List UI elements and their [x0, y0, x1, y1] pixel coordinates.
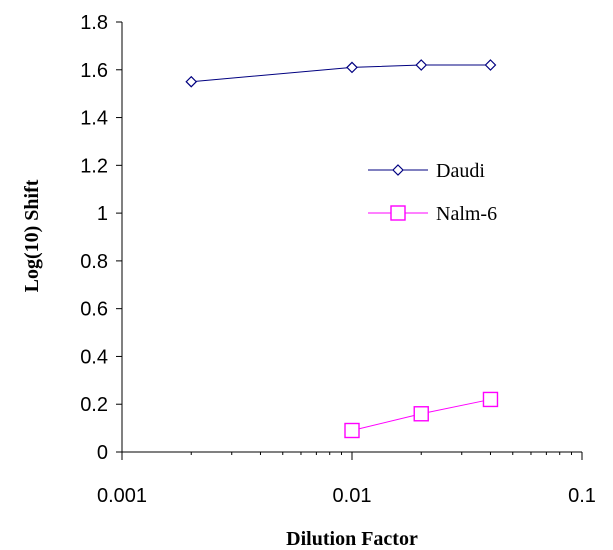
series-layer: [185, 59, 499, 439]
y-tick-label: 1.2: [80, 155, 108, 177]
y-tick-label: 1: [97, 203, 108, 225]
y-tick-label: 1.4: [80, 108, 108, 130]
y-tick-label: 0.2: [80, 394, 108, 416]
y-tick-label: 0.4: [80, 346, 108, 368]
data-point-square: [413, 406, 429, 422]
y-tick-label: 1.6: [80, 60, 108, 82]
y-tick-label: 1.8: [80, 12, 108, 34]
data-point-square: [482, 391, 499, 408]
data-point-diamond: [415, 59, 428, 71]
y-axis-title: Log(10) Shift: [21, 179, 43, 292]
y-tick-label: 0: [97, 442, 108, 464]
data-point-square: [344, 422, 360, 439]
data-point-diamond: [484, 59, 497, 71]
data-point-diamond: [346, 61, 358, 74]
x-tick-label: 0.01: [333, 485, 372, 507]
legend-item-nalm6: Nalm-6: [368, 203, 497, 225]
series-line-daudi: [191, 64, 491, 83]
data-point-diamond: [185, 75, 198, 88]
x-tick-label: 0.001: [97, 485, 147, 507]
legend: Daudi Nalm-6: [368, 160, 497, 225]
legend-label-nalm6: Nalm-6: [436, 203, 497, 225]
y-tick-label: 0.6: [80, 299, 108, 321]
ticks: 0 0.2 0.4 0.6 0.8 1 1.2 1.4 1.6 1.8 0.001 0.01 0.1: [80, 12, 596, 507]
x-tick-label: 0.1: [568, 485, 596, 507]
legend-label-daudi: Daudi: [436, 160, 485, 182]
x-axis-title: Dilution Factor: [286, 528, 418, 550]
legend-item-daudi: Daudi: [368, 160, 485, 182]
y-tick-label: 0.8: [80, 251, 108, 273]
legend-marker-daudi: [392, 164, 404, 176]
legend-marker-nalm6: [390, 205, 406, 221]
